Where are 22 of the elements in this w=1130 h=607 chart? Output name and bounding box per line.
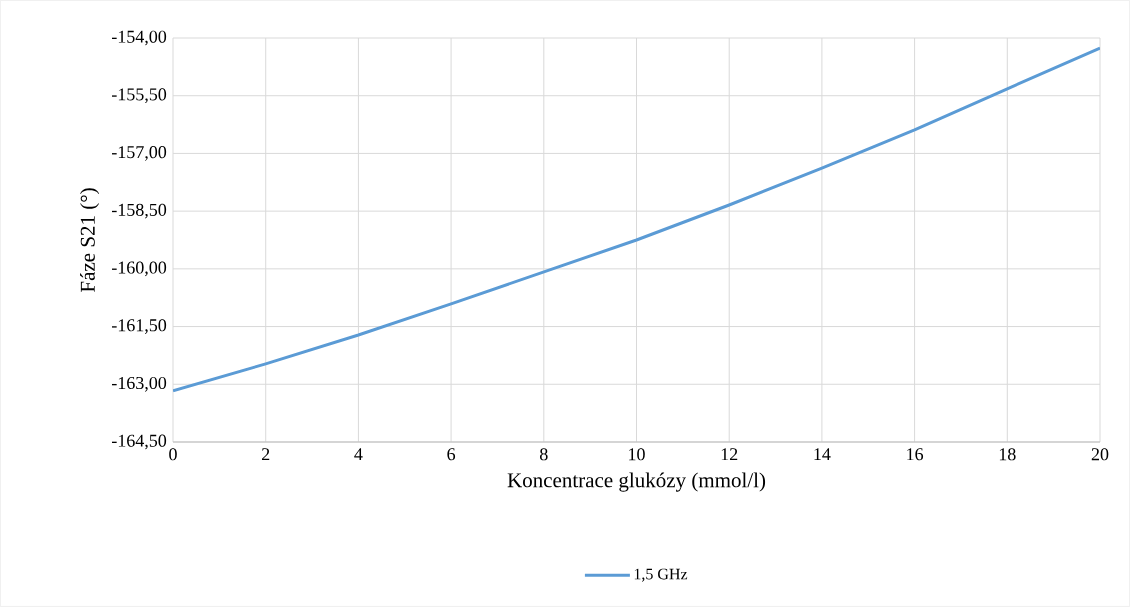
y-tick-label: -161,50 (111, 319, 167, 334)
x-tick-label: 10 (629, 448, 645, 461)
y-axis-title: Fáze S21 (°) (80, 188, 100, 292)
y-tick-label: -164,50 (111, 434, 167, 450)
legend-label: 1,5 GHz (634, 568, 688, 582)
y-tick-label: -155,50 (111, 88, 167, 104)
y-tick-label: -163,00 (111, 376, 167, 392)
y-tick-label: -154,00 (111, 30, 167, 46)
x-tick-label: 6 (447, 448, 456, 461)
x-tick-label: 16 (907, 448, 924, 461)
x-axis-title: Koncentrace glukózy (mmol/l) (507, 472, 766, 492)
x-tick-label: 20 (1091, 448, 1109, 461)
x-tick-label: 12 (721, 448, 738, 461)
x-tick-label: 4 (354, 448, 363, 461)
x-tick-label: 14 (814, 448, 831, 461)
x-tick-label: 8 (540, 448, 548, 461)
x-tick-label: 18 (999, 448, 1016, 461)
x-tick-label: 0 (169, 448, 177, 461)
x-tick-label: 2 (261, 448, 270, 461)
y-tick-label: -157,00 (111, 146, 167, 161)
y-tick-label: -158,50 (111, 203, 167, 219)
y-tick-label: -160,00 (111, 261, 167, 277)
